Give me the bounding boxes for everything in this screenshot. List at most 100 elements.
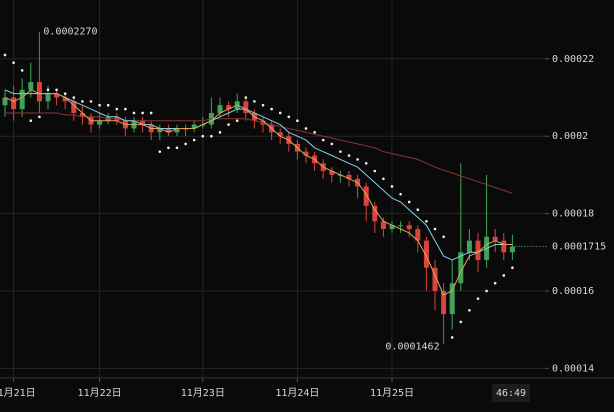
sar-dot [235, 119, 239, 123]
sar-dot [72, 96, 76, 99]
candle-body [140, 120, 146, 125]
sar-dot [106, 103, 110, 107]
candle-body [157, 128, 163, 133]
high-label: 0.0002270 [43, 27, 97, 38]
sar-dot [493, 281, 497, 285]
sar-dot [201, 134, 205, 138]
candle-body [380, 221, 386, 230]
sar-dot [399, 192, 402, 196]
sar-dot [20, 69, 24, 72]
sar-dot [270, 107, 273, 111]
sar-dot [210, 134, 213, 138]
sar-dot [339, 150, 342, 153]
y-tick-label: 0.00018 [552, 209, 594, 220]
sar-dot [115, 107, 119, 111]
y-tick-label: 0.00016 [552, 286, 594, 297]
sar-dot [149, 111, 153, 115]
sar-dot [304, 127, 308, 130]
sar-dot [485, 289, 488, 293]
last-price-label: 0.0001715 [552, 241, 606, 252]
sar-dot [184, 142, 187, 146]
sar-dot [511, 266, 514, 270]
candle-body [329, 171, 335, 175]
sar-dot [29, 119, 33, 123]
sar-dot [124, 107, 127, 111]
candle-body [363, 186, 369, 206]
sar-dot [218, 131, 222, 134]
sar-dot [63, 92, 67, 95]
candle-body [79, 112, 85, 117]
sar-dot [373, 169, 377, 173]
candle-body [398, 225, 404, 227]
candle-body [458, 252, 464, 284]
sar-dot [476, 297, 480, 300]
candle-body [45, 93, 51, 102]
candle-body [406, 225, 412, 230]
candle-body [71, 101, 77, 113]
candle-body [165, 128, 171, 133]
sar-dot [253, 100, 256, 103]
sar-dot [158, 150, 162, 153]
indicator-line [4, 89, 513, 296]
indicator-line [4, 89, 513, 261]
countdown-box [492, 384, 530, 402]
sar-dot [89, 100, 93, 103]
sar-dot [296, 119, 299, 123]
sar-dot [132, 111, 136, 115]
sar-dot [459, 320, 463, 324]
candle-body [28, 82, 34, 90]
sar-dot [175, 146, 179, 150]
candle-body [466, 240, 472, 253]
sar-dot [287, 115, 291, 119]
candle-body [441, 290, 447, 315]
sar-dot [364, 161, 368, 165]
y-tick-label: 0.00014 [552, 363, 594, 374]
sar-dot [3, 53, 7, 57]
candle-body [509, 246, 515, 253]
sar-dot [347, 154, 351, 157]
candle-body [277, 132, 283, 137]
sar-dot [321, 138, 325, 142]
sar-dot [278, 111, 282, 115]
sar-dot [330, 142, 334, 146]
candle-body [243, 101, 249, 113]
candle-body [449, 283, 455, 315]
sar-dot [98, 103, 101, 107]
sar-dot [55, 88, 58, 92]
sar-dot [433, 227, 437, 231]
sar-dot [244, 96, 248, 99]
candle-body [217, 105, 223, 113]
candle-body [97, 120, 103, 125]
sar-dot [407, 200, 411, 204]
sar-dot [141, 111, 144, 115]
sar-dot [313, 131, 316, 134]
x-tick-label: 11月23日 [181, 387, 225, 399]
candle-body [226, 105, 232, 110]
y-tick-label: 0.0002 [552, 131, 588, 142]
x-tick-label: 11月25日 [370, 387, 414, 399]
candle-body [2, 97, 8, 106]
sar-dot [261, 103, 265, 107]
x-tick-label: 11月22日 [78, 387, 122, 399]
candle-body [191, 124, 197, 129]
candle-body [372, 205, 378, 222]
candle-body [389, 225, 395, 230]
x-tick-label: 11月21日 [0, 387, 36, 399]
sar-dot [38, 115, 41, 119]
sar-dot [356, 158, 359, 161]
sar-dot [442, 235, 445, 239]
candle-body [346, 174, 352, 179]
candle-body [174, 128, 180, 133]
countdown: 46:49 [496, 388, 526, 399]
indicator-line [5, 112, 513, 194]
sar-dot [167, 146, 170, 150]
candle-body [54, 93, 60, 98]
candle-body [303, 151, 309, 156]
candle-body [501, 240, 507, 253]
candle-body [36, 82, 42, 102]
sar-dot [192, 138, 196, 142]
candle-body [423, 240, 429, 268]
sar-dot [450, 336, 454, 339]
